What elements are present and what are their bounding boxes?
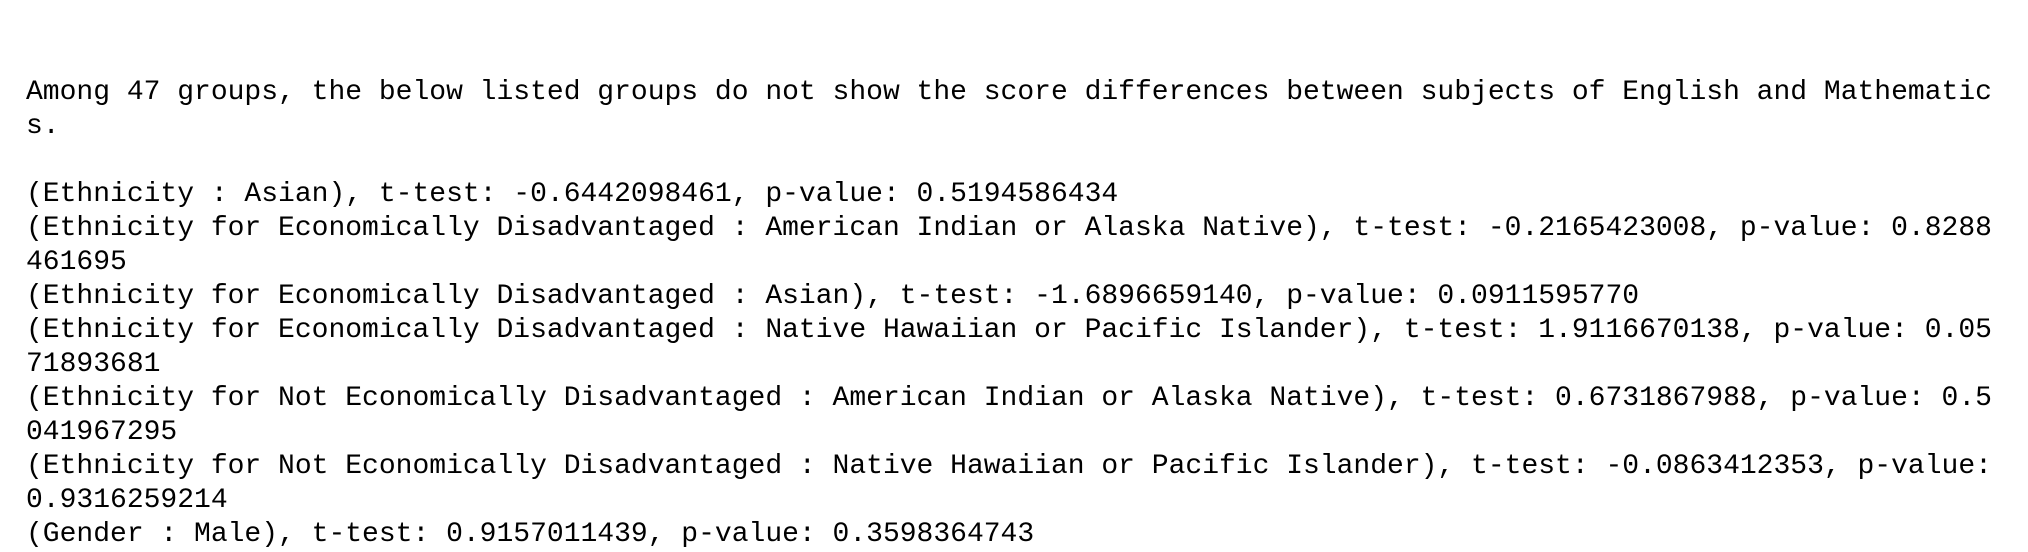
result-line: (Ethnicity for Not Economically Disadvan… [26,451,2009,516]
result-line: (Ethnicity for Economically Disadvantage… [26,315,1992,380]
cell-output: Among 47 groups, the below listed groups… [26,8,1992,552]
intro-line: Among 47 groups, the below listed groups… [26,77,1992,142]
result-line: (Gender : Male), t-test: 0.9157011439, p… [26,519,1035,550]
page: {"output": { "intro": "Among 47 groups, … [26,77,1992,550]
result-line: (Ethnicity : Asian), t-test: -0.64420984… [26,179,1119,210]
result-line: (Ethnicity for Economically Disadvantage… [26,281,1640,312]
result-line: (Ethnicity for Not Economically Disadvan… [26,383,1992,448]
result-line: (Ethnicity for Economically Disadvantage… [26,213,1992,278]
